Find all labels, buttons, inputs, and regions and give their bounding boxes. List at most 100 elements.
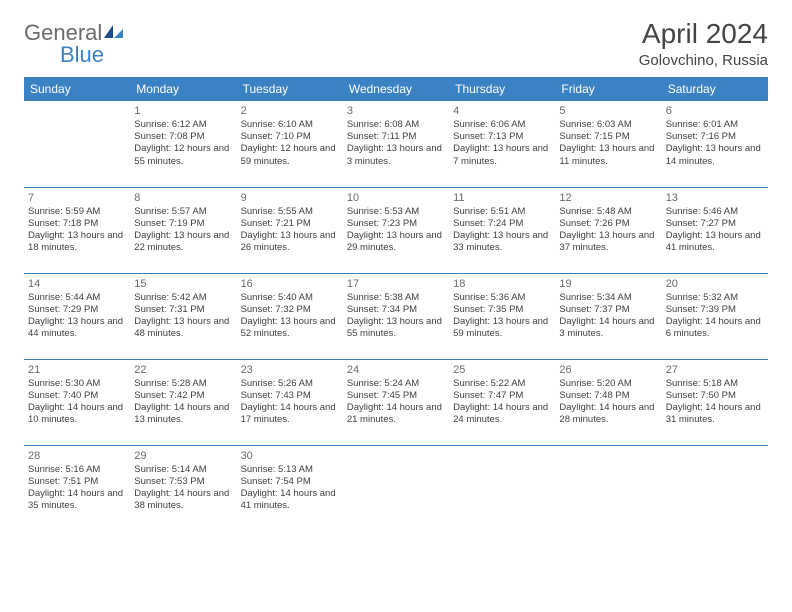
calendar-cell: 27Sunrise: 5:18 AMSunset: 7:50 PMDayligh… bbox=[662, 359, 768, 445]
sunrise-text: Sunrise: 5:36 AM bbox=[453, 292, 551, 304]
sunrise-text: Sunrise: 5:38 AM bbox=[347, 292, 445, 304]
sunset-text: Sunset: 7:21 PM bbox=[241, 218, 339, 230]
day-number: 18 bbox=[453, 277, 551, 291]
daylight-text: Daylight: 13 hours and 48 minutes. bbox=[134, 316, 232, 340]
calendar-cell: 15Sunrise: 5:42 AMSunset: 7:31 PMDayligh… bbox=[130, 273, 236, 359]
calendar-cell: 23Sunrise: 5:26 AMSunset: 7:43 PMDayligh… bbox=[237, 359, 343, 445]
sunrise-text: Sunrise: 5:44 AM bbox=[28, 292, 126, 304]
sunrise-text: Sunrise: 5:18 AM bbox=[666, 378, 764, 390]
calendar-cell: 21Sunrise: 5:30 AMSunset: 7:40 PMDayligh… bbox=[24, 359, 130, 445]
calendar-cell bbox=[662, 445, 768, 531]
day-header: Monday bbox=[130, 77, 236, 101]
daylight-text: Daylight: 13 hours and 14 minutes. bbox=[666, 143, 764, 167]
day-number: 23 bbox=[241, 363, 339, 377]
calendar-cell bbox=[343, 445, 449, 531]
day-number: 1 bbox=[134, 104, 232, 118]
sunset-text: Sunset: 7:45 PM bbox=[347, 390, 445, 402]
sunset-text: Sunset: 7:08 PM bbox=[134, 131, 232, 143]
sunrise-text: Sunrise: 5:32 AM bbox=[666, 292, 764, 304]
sunset-text: Sunset: 7:13 PM bbox=[453, 131, 551, 143]
sunset-text: Sunset: 7:31 PM bbox=[134, 304, 232, 316]
calendar-week-row: 14Sunrise: 5:44 AMSunset: 7:29 PMDayligh… bbox=[24, 273, 768, 359]
sunrise-text: Sunrise: 5:16 AM bbox=[28, 464, 126, 476]
sunrise-text: Sunrise: 5:13 AM bbox=[241, 464, 339, 476]
sunset-text: Sunset: 7:37 PM bbox=[559, 304, 657, 316]
calendar-cell: 29Sunrise: 5:14 AMSunset: 7:53 PMDayligh… bbox=[130, 445, 236, 531]
day-number: 5 bbox=[559, 104, 657, 118]
sunset-text: Sunset: 7:42 PM bbox=[134, 390, 232, 402]
daylight-text: Daylight: 14 hours and 41 minutes. bbox=[241, 488, 339, 512]
daylight-text: Daylight: 13 hours and 44 minutes. bbox=[28, 316, 126, 340]
calendar-week-row: 7Sunrise: 5:59 AMSunset: 7:18 PMDaylight… bbox=[24, 187, 768, 273]
day-number: 4 bbox=[453, 104, 551, 118]
sunrise-text: Sunrise: 5:46 AM bbox=[666, 206, 764, 218]
calendar-cell: 6Sunrise: 6:01 AMSunset: 7:16 PMDaylight… bbox=[662, 101, 768, 187]
calendar-cell: 2Sunrise: 6:10 AMSunset: 7:10 PMDaylight… bbox=[237, 101, 343, 187]
day-number: 28 bbox=[28, 449, 126, 463]
brand-sail-icon bbox=[104, 24, 126, 44]
day-number: 2 bbox=[241, 104, 339, 118]
daylight-text: Daylight: 13 hours and 22 minutes. bbox=[134, 230, 232, 254]
calendar-cell: 10Sunrise: 5:53 AMSunset: 7:23 PMDayligh… bbox=[343, 187, 449, 273]
day-number: 3 bbox=[347, 104, 445, 118]
sunset-text: Sunset: 7:29 PM bbox=[28, 304, 126, 316]
sunrise-text: Sunrise: 6:08 AM bbox=[347, 119, 445, 131]
sunrise-text: Sunrise: 5:14 AM bbox=[134, 464, 232, 476]
brand-part1: General bbox=[24, 22, 102, 44]
day-number: 14 bbox=[28, 277, 126, 291]
brand-logo: GeneralBlue bbox=[24, 18, 126, 66]
calendar-cell: 28Sunrise: 5:16 AMSunset: 7:51 PMDayligh… bbox=[24, 445, 130, 531]
sunset-text: Sunset: 7:35 PM bbox=[453, 304, 551, 316]
sunset-text: Sunset: 7:50 PM bbox=[666, 390, 764, 402]
day-number: 12 bbox=[559, 191, 657, 205]
daylight-text: Daylight: 14 hours and 17 minutes. bbox=[241, 402, 339, 426]
daylight-text: Daylight: 13 hours and 55 minutes. bbox=[347, 316, 445, 340]
sunrise-text: Sunrise: 5:28 AM bbox=[134, 378, 232, 390]
sunrise-text: Sunrise: 5:34 AM bbox=[559, 292, 657, 304]
calendar-cell: 20Sunrise: 5:32 AMSunset: 7:39 PMDayligh… bbox=[662, 273, 768, 359]
day-number: 26 bbox=[559, 363, 657, 377]
header-row: GeneralBlue April 2024 Golovchino, Russi… bbox=[24, 18, 768, 69]
month-title: April 2024 bbox=[639, 18, 768, 50]
sunset-text: Sunset: 7:40 PM bbox=[28, 390, 126, 402]
calendar-cell: 12Sunrise: 5:48 AMSunset: 7:26 PMDayligh… bbox=[555, 187, 661, 273]
calendar-cell: 3Sunrise: 6:08 AMSunset: 7:11 PMDaylight… bbox=[343, 101, 449, 187]
daylight-text: Daylight: 13 hours and 59 minutes. bbox=[453, 316, 551, 340]
calendar-cell: 16Sunrise: 5:40 AMSunset: 7:32 PMDayligh… bbox=[237, 273, 343, 359]
day-number: 15 bbox=[134, 277, 232, 291]
daylight-text: Daylight: 13 hours and 7 minutes. bbox=[453, 143, 551, 167]
sunrise-text: Sunrise: 5:53 AM bbox=[347, 206, 445, 218]
sunset-text: Sunset: 7:32 PM bbox=[241, 304, 339, 316]
day-header: Saturday bbox=[662, 77, 768, 101]
sunrise-text: Sunrise: 6:12 AM bbox=[134, 119, 232, 131]
daylight-text: Daylight: 13 hours and 11 minutes. bbox=[559, 143, 657, 167]
calendar-week-row: 28Sunrise: 5:16 AMSunset: 7:51 PMDayligh… bbox=[24, 445, 768, 531]
calendar-table: Sunday Monday Tuesday Wednesday Thursday… bbox=[24, 77, 768, 531]
calendar-cell: 26Sunrise: 5:20 AMSunset: 7:48 PMDayligh… bbox=[555, 359, 661, 445]
brand-part2: Blue bbox=[24, 42, 104, 67]
sunset-text: Sunset: 7:10 PM bbox=[241, 131, 339, 143]
sunset-text: Sunset: 7:54 PM bbox=[241, 476, 339, 488]
sunrise-text: Sunrise: 6:06 AM bbox=[453, 119, 551, 131]
day-number: 30 bbox=[241, 449, 339, 463]
calendar-cell: 25Sunrise: 5:22 AMSunset: 7:47 PMDayligh… bbox=[449, 359, 555, 445]
day-number: 11 bbox=[453, 191, 551, 205]
sunrise-text: Sunrise: 5:55 AM bbox=[241, 206, 339, 218]
daylight-text: Daylight: 14 hours and 3 minutes. bbox=[559, 316, 657, 340]
day-number: 24 bbox=[347, 363, 445, 377]
calendar-cell bbox=[449, 445, 555, 531]
daylight-text: Daylight: 13 hours and 3 minutes. bbox=[347, 143, 445, 167]
sunrise-text: Sunrise: 5:22 AM bbox=[453, 378, 551, 390]
day-number: 13 bbox=[666, 191, 764, 205]
day-number: 22 bbox=[134, 363, 232, 377]
location-label: Golovchino, Russia bbox=[639, 52, 768, 69]
day-number: 6 bbox=[666, 104, 764, 118]
daylight-text: Daylight: 13 hours and 52 minutes. bbox=[241, 316, 339, 340]
calendar-cell: 4Sunrise: 6:06 AMSunset: 7:13 PMDaylight… bbox=[449, 101, 555, 187]
calendar-cell: 18Sunrise: 5:36 AMSunset: 7:35 PMDayligh… bbox=[449, 273, 555, 359]
sunrise-text: Sunrise: 5:30 AM bbox=[28, 378, 126, 390]
sunrise-text: Sunrise: 6:01 AM bbox=[666, 119, 764, 131]
daylight-text: Daylight: 14 hours and 38 minutes. bbox=[134, 488, 232, 512]
daylight-text: Daylight: 13 hours and 18 minutes. bbox=[28, 230, 126, 254]
day-header: Thursday bbox=[449, 77, 555, 101]
